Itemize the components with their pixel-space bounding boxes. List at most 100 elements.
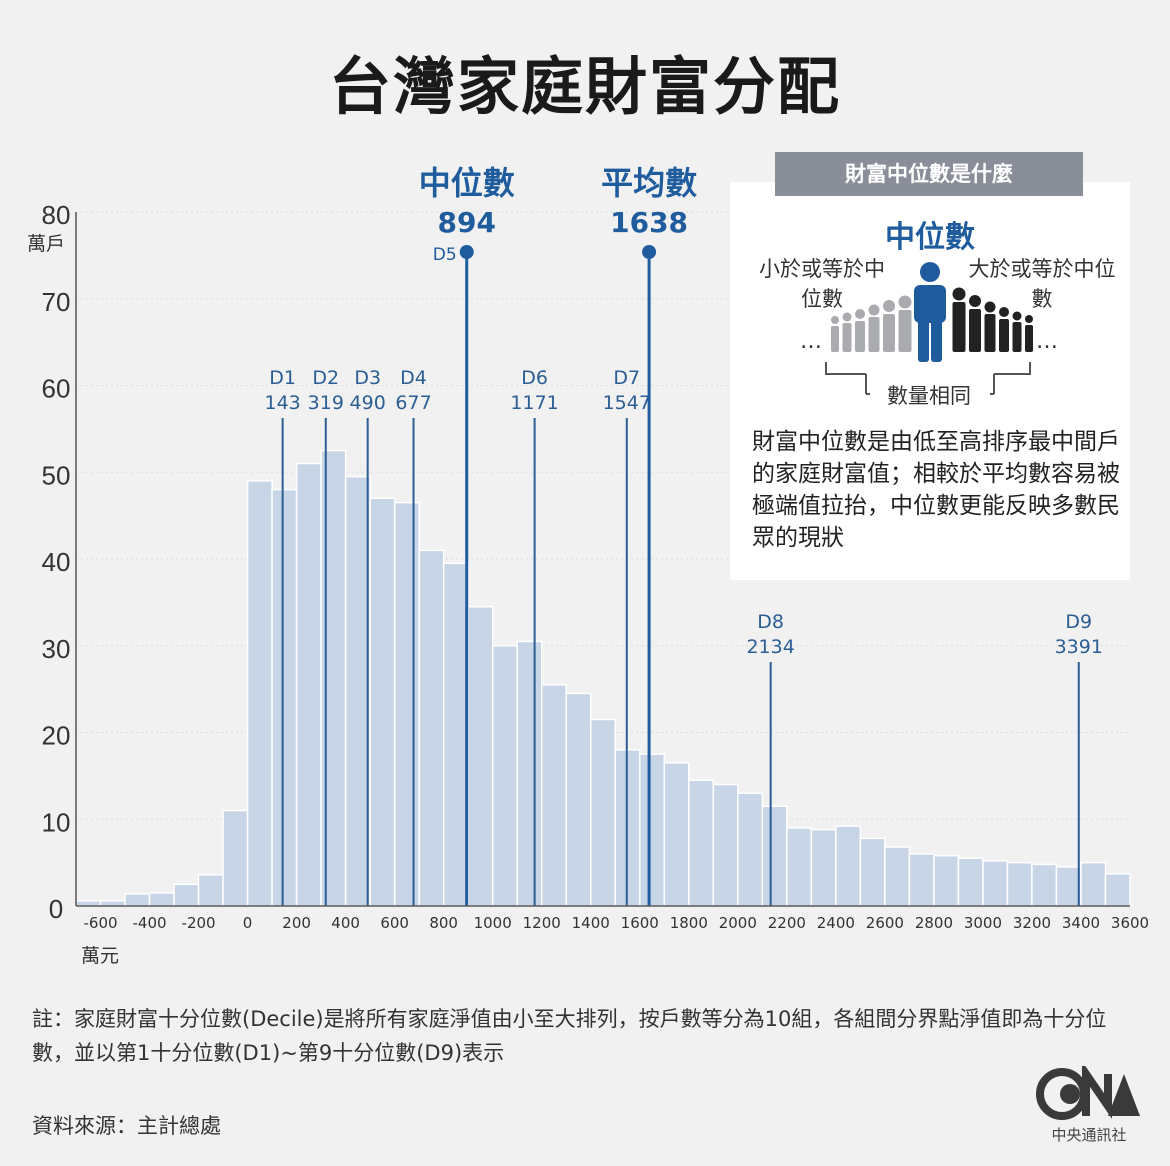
- x-tick-label: 2800: [915, 914, 953, 932]
- histogram-bar: [1104, 873, 1131, 907]
- y-tick-label: 0: [49, 894, 63, 924]
- decile-value: 3391: [1055, 636, 1103, 658]
- decile-value: 2134: [746, 636, 794, 658]
- decile-label: D3: [354, 367, 381, 389]
- panel-description: 財富中位數是由低至高排序最中間戶的家庭財富值；相較於平均數容易被極端值拉抬，中位…: [752, 429, 1120, 551]
- left-ellipsis-icon: …: [800, 329, 822, 354]
- panel-right-label: 大於或等於中位數: [968, 257, 1116, 311]
- histogram-bar: [663, 762, 690, 907]
- histogram-bar: [957, 857, 984, 907]
- histogram-bar: [761, 805, 788, 907]
- y-tick-label: 70: [42, 287, 71, 317]
- histogram-bar: [908, 853, 935, 907]
- histogram-bar: [516, 640, 543, 907]
- decile-line-layer: D1 143 D2 319 D3 490 D4 677 D6 1171 D7 1547 D8 2134 D9…: [265, 164, 1103, 906]
- highlight-name: 平均數: [601, 164, 697, 202]
- highlight-value: 1638: [610, 206, 688, 239]
- decile-value: 319: [308, 392, 344, 414]
- x-tick-label: 1800: [670, 914, 708, 932]
- x-tick-label: 800: [429, 914, 458, 932]
- x-tick-label: 3400: [1062, 914, 1100, 932]
- decile-label: D1: [269, 367, 296, 389]
- histogram-bar: [810, 828, 837, 907]
- histogram-bar: [173, 883, 200, 907]
- histogram-bar: [786, 827, 813, 907]
- histogram-bar: [246, 480, 273, 907]
- highlight-tag: D5: [433, 245, 457, 265]
- y-tick-label: 50: [42, 460, 71, 490]
- x-tick-label: 600: [380, 914, 409, 932]
- left-bracket-icon: [825, 362, 867, 386]
- logo-text: 中央通訊社: [1051, 1126, 1127, 1144]
- histogram-bar: [271, 488, 298, 907]
- x-tick-label: 2400: [817, 914, 855, 932]
- highlight-value: 894: [437, 206, 495, 239]
- x-tick-label: 1200: [523, 914, 561, 932]
- decile-value: 490: [350, 392, 386, 414]
- x-tick-label: -400: [133, 914, 167, 932]
- page-title: 台灣家庭財富分配: [328, 50, 841, 123]
- histogram-bar: [344, 475, 371, 907]
- x-tick-label: 3200: [1013, 914, 1051, 932]
- histogram-bar: [1055, 866, 1082, 907]
- highlight-dot: [642, 245, 657, 259]
- x-axis-unit: 萬元: [81, 945, 119, 967]
- cna-logo-icon: [1036, 1066, 1140, 1120]
- histogram-bar: [99, 900, 126, 907]
- histogram-bar: [639, 753, 666, 907]
- histogram-bar: [442, 562, 469, 907]
- histogram-bar: [859, 837, 886, 907]
- panel-same-count-label: 數量相同: [887, 384, 971, 408]
- histogram-bar: [369, 497, 396, 907]
- footnote: 註：家庭財富十分位數(Decile)是將所有家庭淨值由小至大排列，按戶數等分為1…: [32, 1007, 1107, 1065]
- black-people-icon: [952, 287, 1033, 352]
- histogram-bar: [1080, 861, 1107, 907]
- bar-layer: [75, 449, 1131, 907]
- histogram-bar: [197, 874, 224, 907]
- panel-header: 財富中位數是什麼: [775, 152, 1083, 196]
- histogram-bar: [589, 718, 617, 907]
- histogram-bar: [75, 900, 102, 907]
- x-tick-label: 2600: [866, 914, 904, 932]
- histogram-bar: [124, 893, 151, 907]
- y-tick-label: 40: [42, 547, 71, 577]
- x-tick-label: -200: [182, 914, 216, 932]
- decile-value: 143: [265, 392, 301, 414]
- median-person-icon: [914, 262, 946, 362]
- decile-label: D2: [312, 367, 339, 389]
- decile-value: 1547: [603, 392, 651, 414]
- right-ellipsis-icon: …: [1036, 329, 1058, 354]
- people-illustration: … …: [800, 262, 1058, 395]
- decile-label: D7: [613, 367, 640, 389]
- axis-layer: 0 10 20 30 40 50 60 70 80 萬戶 -600 -400 -200 0 200 400 60…: [27, 200, 1149, 967]
- histogram-bar: [295, 462, 322, 907]
- decile-value: 1171: [510, 392, 558, 414]
- decile-label: D6: [521, 367, 548, 389]
- x-tick-label: 0: [243, 914, 253, 932]
- histogram-bar: [148, 892, 175, 907]
- x-tick-label: 1000: [474, 914, 512, 932]
- grey-people-icon: [831, 295, 912, 352]
- histogram-bar: [565, 692, 592, 907]
- histogram-bar: [982, 860, 1009, 907]
- histogram-bar: [467, 605, 494, 907]
- histogram-bar: [1006, 861, 1033, 907]
- histogram-bar: [712, 783, 739, 907]
- histogram-chart: D1 143 D2 319 D3 490 D4 677 D6 1171 D7 1547 D8 2134 D9…: [27, 164, 1149, 967]
- histogram-bar: [222, 809, 249, 907]
- histogram-bar: [737, 792, 764, 907]
- x-tick-label: 3600: [1111, 914, 1149, 932]
- histogram-bar: [884, 846, 911, 907]
- y-tick-label: 60: [42, 374, 71, 404]
- y-axis-unit: 萬戶: [27, 233, 65, 255]
- histogram-bar: [835, 825, 862, 907]
- x-tick-label: -600: [83, 914, 117, 932]
- decile-label: D8: [757, 611, 784, 633]
- x-tick-label: 200: [282, 914, 311, 932]
- decile-label: D9: [1065, 611, 1092, 633]
- panel-median-label: 中位數: [885, 220, 975, 255]
- histogram-bar: [933, 854, 960, 907]
- right-bracket-icon: [993, 362, 1031, 386]
- x-tick-label: 3000: [964, 914, 1002, 932]
- histogram-bar: [540, 684, 567, 907]
